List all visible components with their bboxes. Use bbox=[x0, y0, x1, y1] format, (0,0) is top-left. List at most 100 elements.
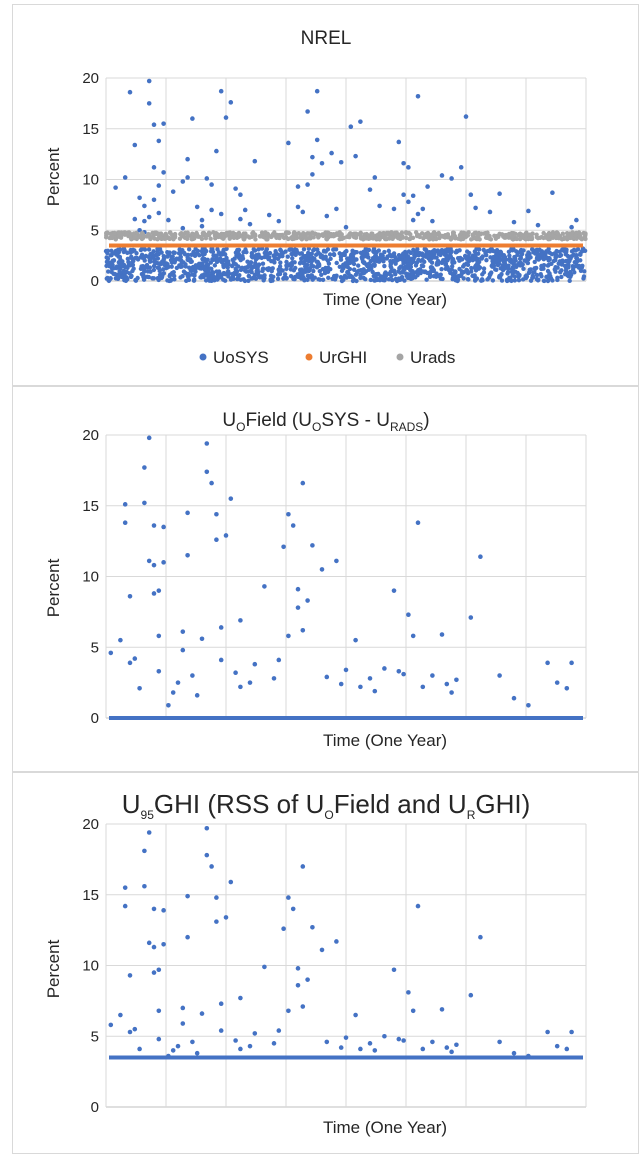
band-point-uosys bbox=[536, 257, 541, 262]
band-point-uosys bbox=[202, 256, 207, 262]
band-point-uosys bbox=[184, 278, 189, 284]
data-point bbox=[122, 885, 128, 890]
band-point-uosys bbox=[462, 262, 467, 267]
band-point-uosys bbox=[218, 256, 223, 261]
band-point-uosys bbox=[144, 265, 149, 270]
band-point-uosys bbox=[248, 260, 254, 265]
band-point-urads bbox=[472, 230, 477, 236]
band-point-uosys bbox=[127, 263, 133, 268]
data-point bbox=[204, 852, 210, 858]
band-point-uosys bbox=[344, 260, 350, 266]
data-point bbox=[122, 903, 128, 909]
data-point bbox=[439, 1007, 445, 1012]
data-point bbox=[156, 633, 162, 639]
y-tick-label: 5 bbox=[91, 222, 99, 239]
band-point-urads bbox=[530, 231, 535, 236]
band-point-uosys bbox=[569, 249, 575, 254]
data-point bbox=[497, 673, 502, 678]
band-point-urads bbox=[417, 233, 422, 238]
data-point bbox=[444, 681, 450, 687]
data-point bbox=[204, 825, 210, 831]
data-point bbox=[228, 496, 234, 501]
data-point bbox=[214, 895, 219, 900]
data-point bbox=[146, 214, 152, 220]
band-point-uosys bbox=[148, 251, 153, 257]
band-point-uosys bbox=[246, 278, 251, 284]
band-point-urads bbox=[303, 236, 309, 241]
data-point bbox=[271, 1041, 277, 1046]
data-point bbox=[238, 216, 243, 222]
band-point-uosys bbox=[484, 257, 489, 263]
band-point-uosys bbox=[511, 246, 516, 252]
data-point bbox=[276, 1028, 282, 1033]
band-point-uosys bbox=[568, 254, 574, 259]
data-point bbox=[300, 864, 306, 869]
band-point-uosys bbox=[546, 255, 552, 261]
band-point-uosys bbox=[169, 270, 175, 276]
data-point bbox=[314, 88, 320, 94]
data-point bbox=[170, 690, 176, 695]
band-point-uosys bbox=[386, 248, 391, 254]
band-point-urads bbox=[505, 233, 510, 238]
band-point-uosys bbox=[234, 253, 239, 258]
data-point bbox=[146, 830, 152, 835]
band-point-uosys bbox=[352, 267, 357, 273]
band-point-uosys bbox=[410, 271, 416, 277]
band-point-uosys bbox=[526, 250, 531, 255]
data-point bbox=[214, 919, 219, 924]
band-point-urads bbox=[214, 231, 220, 237]
band-point-urads bbox=[446, 235, 451, 240]
data-point bbox=[223, 915, 229, 920]
data-point bbox=[430, 1039, 435, 1045]
band-point-uosys bbox=[347, 274, 353, 280]
band-point-uosys bbox=[512, 278, 518, 283]
data-point bbox=[185, 893, 190, 899]
band-point-urads bbox=[162, 233, 168, 238]
data-point bbox=[401, 192, 406, 198]
data-point bbox=[305, 598, 310, 603]
band-point-uosys bbox=[139, 271, 145, 277]
band-point-urads bbox=[390, 236, 395, 242]
band-point-uosys bbox=[223, 262, 228, 268]
band-point-uosys bbox=[221, 247, 226, 253]
data-point bbox=[420, 1046, 426, 1052]
band-point-uosys bbox=[345, 256, 350, 261]
band-point-uosys bbox=[489, 246, 494, 252]
data-point bbox=[238, 995, 243, 1001]
data-point bbox=[185, 175, 190, 180]
band-point-uosys bbox=[541, 256, 547, 261]
band-point-urads bbox=[270, 233, 275, 238]
y-tick-label: 5 bbox=[91, 1028, 99, 1045]
band-point-uosys bbox=[563, 268, 569, 273]
band-point-uosys bbox=[358, 268, 363, 273]
data-point bbox=[300, 480, 306, 486]
band-point-uosys bbox=[156, 277, 161, 283]
band-point-urads bbox=[478, 232, 483, 237]
band-point-uosys bbox=[578, 264, 584, 269]
data-point bbox=[410, 193, 416, 199]
band-point-uosys bbox=[305, 250, 311, 256]
data-point bbox=[338, 159, 344, 165]
band-point-uosys bbox=[534, 272, 540, 278]
band-point-urads bbox=[273, 233, 278, 238]
band-point-uosys bbox=[545, 268, 551, 274]
data-point bbox=[310, 154, 315, 160]
data-point bbox=[185, 934, 190, 940]
band-point-uosys bbox=[306, 246, 312, 251]
data-point bbox=[286, 1008, 291, 1014]
band-point-uosys bbox=[303, 268, 308, 273]
band-point-uosys bbox=[554, 248, 559, 254]
band-point-uosys bbox=[309, 251, 314, 256]
band-point-urads bbox=[451, 235, 457, 240]
data-point bbox=[295, 966, 301, 971]
band-point-uosys bbox=[284, 259, 289, 265]
band-point-urads bbox=[451, 230, 457, 235]
data-point bbox=[151, 122, 157, 127]
y-tick-label: 15 bbox=[82, 498, 99, 515]
band-point-uosys bbox=[560, 247, 565, 252]
band-point-uosys bbox=[323, 254, 328, 259]
band-point-uosys bbox=[422, 246, 428, 252]
data-point bbox=[449, 1049, 454, 1055]
band-point-urads bbox=[139, 236, 145, 242]
band-point-urads bbox=[117, 234, 122, 239]
